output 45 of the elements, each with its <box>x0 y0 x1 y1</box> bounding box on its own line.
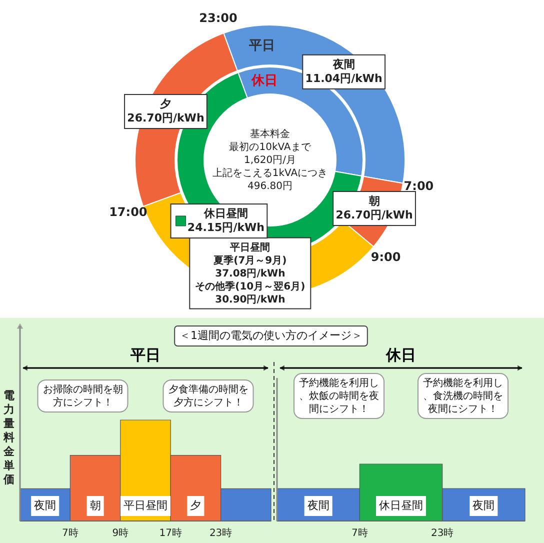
slice-label: 夜間 <box>332 58 355 71</box>
legend-label: 休日昼間 <box>202 206 248 220</box>
text: 予約機能を利用し、食洗機の時間を夜間にシフト！ <box>423 377 503 415</box>
text: 9:00 <box>370 250 401 264</box>
chart-subtitle: 平日 <box>130 346 160 364</box>
text: 23:00 <box>199 11 238 26</box>
text: 26.70円/kWh <box>127 112 204 125</box>
text: 7:00 <box>404 179 434 194</box>
chart-subtitle: 休日 <box>385 346 416 364</box>
slice-label: 休日 <box>250 74 278 89</box>
text: 23時 <box>209 527 232 539</box>
x-tick-label: 朝 <box>90 499 101 512</box>
text: 37.08円/kWh <box>215 268 286 280</box>
chart-title: ＜1週間の電気の使い方のイメージ＞ <box>180 329 362 342</box>
x-tick-label: 夜間 <box>34 499 56 512</box>
x-tick-label: 夕 <box>190 499 202 512</box>
text: 上記をこえる1kVAにつき <box>212 167 328 179</box>
text: 23時 <box>430 527 454 539</box>
text: 30.90円/kWh <box>215 294 286 306</box>
text: 夕食準備の時間を夕方にシフト！ <box>168 384 248 408</box>
text: 予約機能を利用し、炊飯の時間を夜間にシフト！ <box>299 377 379 415</box>
text: 17:00 <box>109 204 148 219</box>
text: 夏季(7月～9月) <box>214 255 287 266</box>
slice-label: 平日 <box>248 38 275 54</box>
text: 17時 <box>159 527 182 539</box>
text: 7時 <box>351 527 368 539</box>
x-tick-label: 夜間 <box>472 499 495 512</box>
slice-label: 夕 <box>159 98 172 111</box>
x-tick-label: 夜間 <box>307 499 330 512</box>
text: 1,620円/月 <box>244 155 296 166</box>
y-axis-title: 電力量料金単価 <box>2 389 16 486</box>
text: 24.15円/kWh <box>187 220 265 234</box>
text: 26.70円/kWh <box>336 208 413 222</box>
text: 11.04円/kWh <box>305 72 382 85</box>
text: 9時 <box>112 527 129 539</box>
slice-label: 朝 <box>368 194 380 208</box>
text: 最初の10kVAまで <box>229 141 312 153</box>
text: 7時 <box>62 527 78 539</box>
text: その他季(10月～翌6月) <box>195 281 306 292</box>
x-tick-label: 平日昼間 <box>124 499 168 512</box>
text: お掃除の時間を朝方にシフト！ <box>42 384 123 408</box>
text: 496.80円 <box>248 181 292 192</box>
text: 基本料金 <box>250 128 290 140</box>
slice-label: 平日昼間 <box>229 241 270 254</box>
x-tick-label: 休日昼間 <box>379 499 423 512</box>
